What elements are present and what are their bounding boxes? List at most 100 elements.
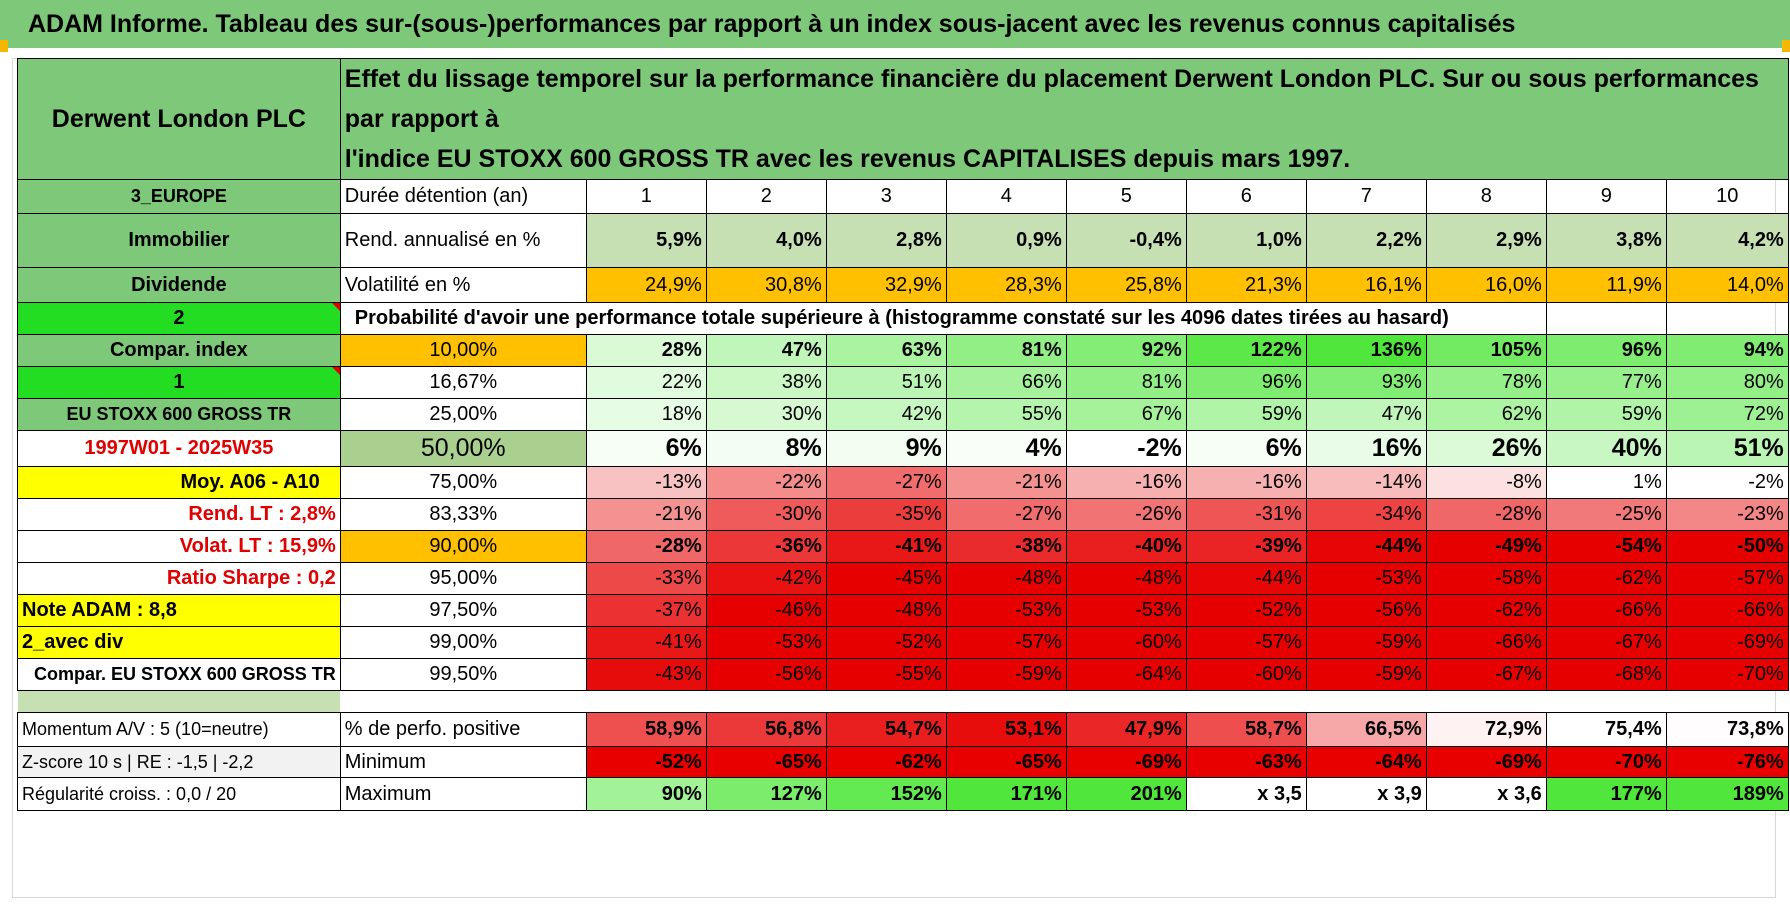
minimum-value: -65% [945,746,1067,778]
minimum-label: Minimum [339,746,587,778]
quantile-value: 92% [1065,334,1187,367]
quantile-value: 72% [1665,398,1789,431]
minimum-value: -63% [1185,746,1307,778]
quantile-value: -25% [1545,498,1667,531]
annual-return-label: Rend. annualisé en % [339,213,587,268]
quantile-value: 81% [945,334,1067,367]
quantile-label: 99,00% [339,626,587,659]
quantile-value: -16% [1185,466,1307,499]
quantile-value: 136% [1305,334,1427,367]
quantile-value: -48% [1065,562,1187,595]
quantile-value: 1% [1545,466,1667,499]
description-cell: Effet du lissage temporel sur la perform… [339,58,1789,180]
annual-return-value: 5,9% [585,213,707,268]
quantile-value: -53% [705,626,827,659]
positive-perf-value: 75,4% [1545,712,1667,747]
quantile-value: 38% [705,366,827,399]
maximum-value: 171% [945,777,1067,811]
quantile-row: Compar. EU STOXX 600 GROSS TR 99,50% -43% -… [17,658,1789,691]
report-title: ADAM Informe. Tableau des sur-(sous-)per… [0,0,1790,48]
quantile-value: -58% [1425,562,1547,595]
quantile-value: 96% [1545,334,1667,367]
positive-perf-value: 66,5% [1305,712,1427,747]
quantile-label: 97,50% [339,594,587,627]
region-label: 3_EUROPE [17,179,341,214]
quantile-value: 16% [1305,430,1427,467]
quantile-row: 2_avec div 99,00% -41% -53% -52% -57% -60% -57%… [17,626,1789,659]
quantile-value: 63% [825,334,947,367]
quantile-value: 40% [1545,430,1667,467]
quantile-value: 62% [1425,398,1547,431]
maximum-value: 152% [825,777,947,811]
minimum-value: -69% [1065,746,1187,778]
quantile-value: -59% [1305,658,1427,691]
momentum-label: Momentum A/V : 5 (10=neutre) [17,712,341,747]
quantile-value: -40% [1065,530,1187,563]
quantile-value: -2% [1665,466,1789,499]
quantile-value: 9% [825,430,947,467]
long-term-return: Rend. LT : 2,8% [17,498,341,531]
quantile-value: 77% [1545,366,1667,399]
minimum-value: -76% [1665,746,1789,778]
quantile-row: Note ADAM : 8,8 97,50% -37% -46% -48% -53% -53… [17,594,1789,627]
quantile-value: -66% [1425,626,1547,659]
company-name: Derwent London PLC [17,58,341,180]
description-line-2: l'indice EU STOXX 600 GROSS TR avec les … [344,145,1351,173]
quantile-value: -27% [825,466,947,499]
quantile-value: -8% [1425,466,1547,499]
quantile-value: -42% [705,562,827,595]
quantile-value: -14% [1305,466,1427,499]
years-row: 3_EUROPE Durée détention (an) 1 2 3 4 5 6 7 8 9 10 [17,179,1789,214]
quantile-value: -44% [1305,530,1427,563]
minimum-value: -69% [1425,746,1547,778]
quantile-row: Compar. index 10,00% 28% 47% 63% 81% 92% 122% 13… [17,334,1789,367]
positive-perf-value: 72,9% [1425,712,1547,747]
quantile-value: -48% [945,562,1067,595]
quantile-value: -53% [1065,594,1187,627]
quantile-value: -28% [585,530,707,563]
quantile-value: -41% [585,626,707,659]
annual-return-value: 3,8% [1545,213,1667,268]
return-row: Immobilier Rend. annualisé en % 5,9% 4,0% 2,… [17,213,1789,268]
quantile-row: Ratio Sharpe : 0,2 95,00% -33% -42% -45% -48%… [17,562,1789,595]
year-header: 2 [705,179,827,214]
quantile-label: 75,00% [339,466,587,499]
quantile-value: 94% [1665,334,1789,367]
quantile-value: -46% [705,594,827,627]
quantile-label: 16,67% [339,366,587,399]
positive-perf-value: 58,7% [1185,712,1307,747]
quantile-value: 59% [1545,398,1667,431]
quantile-value: 30% [705,398,827,431]
maximum-row: Régularité croiss. : 0,0 / 20 Maximum 90% 1… [17,777,1789,811]
quantile-value: 6% [1185,430,1307,467]
zscore-label: Z-score 10 s | RE : -1,5 | -2,2 [17,746,341,778]
quantile-value: 51% [825,366,947,399]
quantile-label: 25,00% [339,398,587,431]
quantile-value: 47% [1305,398,1427,431]
volatility-value: 30,8% [705,267,827,303]
quantile-value: 28% [585,334,707,367]
minimum-value: -65% [705,746,827,778]
quantile-value: 51% [1665,430,1789,467]
positive-perf-value: 53,1% [945,712,1067,747]
maximum-value: x 3,5 [1185,777,1307,811]
description-line-1: Effet du lissage temporel sur la perform… [344,65,1759,133]
quantile-value: 6% [585,430,707,467]
counter-badge: 2 [17,302,341,335]
dividend-mode: 2_avec div [17,626,341,659]
volatility-value: 11,9% [1545,267,1667,303]
quantile-value: -59% [1305,626,1427,659]
year-header: 8 [1425,179,1547,214]
positive-perf-label: % de perfo. positive [339,712,587,747]
annual-return-value: 2,2% [1305,213,1427,268]
corner-marker-left [0,40,8,52]
quantile-value: -68% [1545,658,1667,691]
quantile-value: -50% [1665,530,1789,563]
quantile-value: -60% [1185,658,1307,691]
compar-index-label: Compar. index [17,334,341,367]
maximum-value: 201% [1065,777,1187,811]
maximum-value: x 3,9 [1305,777,1427,811]
volatility-value: 16,0% [1425,267,1547,303]
quantile-value: -16% [1065,466,1187,499]
quantile-value: -2% [1065,430,1187,467]
